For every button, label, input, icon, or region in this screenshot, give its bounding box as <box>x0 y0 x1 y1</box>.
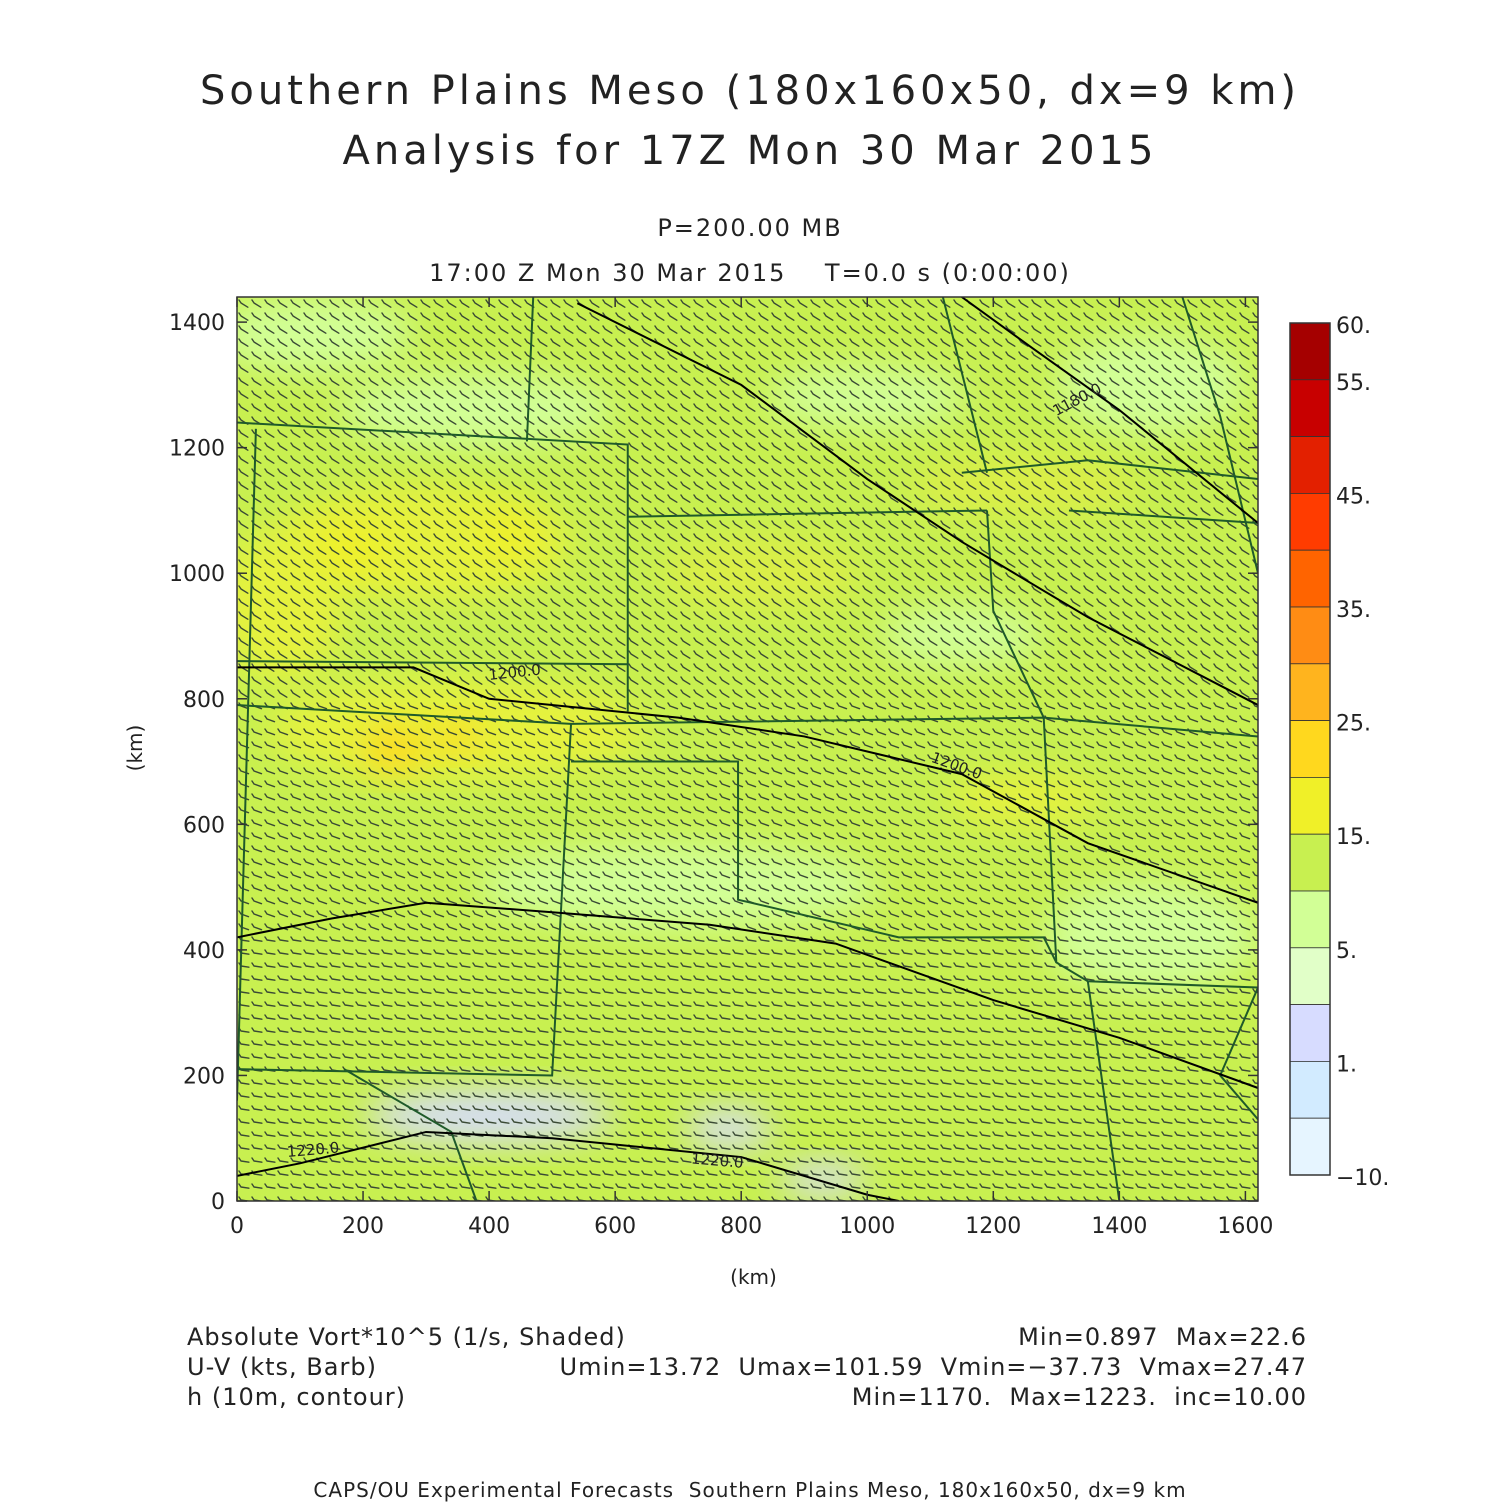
colorbar-swatch <box>1289 663 1331 721</box>
y-tick-label: 200 <box>183 1064 225 1089</box>
figure-title-line1: Southern Plains Meso (180x160x50, dx=9 k… <box>199 68 1301 114</box>
pressure-level: P=200.00 MB <box>657 214 843 242</box>
vorticity-region-17 <box>363 1091 616 1142</box>
vorticity-region-15 <box>482 510 534 561</box>
vorticity-region-5 <box>1043 880 1258 994</box>
colorbar-swatch <box>1289 436 1331 494</box>
vorticity-region-18 <box>684 1109 773 1148</box>
state-border-15 <box>1181 297 1258 574</box>
state-border-1 <box>525 297 535 442</box>
footer-credit: CAPS/OU Experimental Forecasts Southern … <box>313 1478 1187 1502</box>
state-border-0 <box>237 421 629 712</box>
state-border-3 <box>237 660 628 666</box>
y-axis-label: (km) <box>123 725 147 772</box>
colorbar-label: 45. <box>1336 484 1371 509</box>
height-contour-1190 <box>576 302 1258 706</box>
vorticity-region-1 <box>766 366 969 429</box>
vorticity-region-11 <box>911 453 1139 517</box>
x-tick-label: 600 <box>594 1214 636 1239</box>
vorticity-region-6 <box>337 372 616 448</box>
state-border-4 <box>237 704 1258 738</box>
x-tick-label: 1000 <box>839 1214 895 1239</box>
vorticity-region-12 <box>659 535 861 611</box>
vorticity-region-8 <box>237 529 345 680</box>
colorbar-swatch <box>1289 777 1331 835</box>
colorbar-swatch <box>1289 606 1331 665</box>
contour-label: 1220.0 <box>690 1149 744 1172</box>
colorbar-label: 1. <box>1336 1052 1357 1077</box>
state-border-9 <box>1042 717 1258 989</box>
colorbar-swatch <box>1289 379 1331 437</box>
state-border-14 <box>1068 509 1258 524</box>
colorbar-swatch <box>1289 549 1331 608</box>
legend-field-vorticity: Absolute Vort*10^5 (1/s, Shaded) <box>187 1323 626 1351</box>
legend-field-wind: U-V (kts, Barb) <box>187 1353 377 1381</box>
colorbar-swatch <box>1289 890 1331 949</box>
colorbar-label: 25. <box>1336 712 1371 737</box>
figure-title-line2: Analysis for 17Z Mon 30 Mar 2015 <box>342 128 1158 174</box>
x-axis-label: (km) <box>730 1265 777 1289</box>
contour-label: 1220.0 <box>286 1139 340 1162</box>
colorbar-swatch <box>1289 1061 1331 1119</box>
x-tick-label: 1200 <box>965 1214 1021 1239</box>
vorticity-region-4 <box>879 604 1044 668</box>
state-border-7 <box>237 428 257 1101</box>
x-tick-label: 800 <box>720 1214 762 1239</box>
colorbar-swatch <box>1289 322 1331 381</box>
colorbar-frame <box>1289 322 1331 1176</box>
contour-label: 1200.0 <box>488 661 542 684</box>
colorbar-label: 35. <box>1336 598 1371 623</box>
y-tick-label: 1000 <box>169 562 225 587</box>
x-tick-label: 200 <box>342 1214 384 1239</box>
legend-stats-height: Min=1170. Max=1223. inc=10.00 <box>851 1383 1307 1411</box>
state-border-13 <box>343 1068 478 1201</box>
colorbar-label: 55. <box>1336 371 1371 396</box>
vorticity-region-0 <box>237 297 414 373</box>
y-tick-label: 1200 <box>169 437 225 462</box>
y-tick-label: 1400 <box>169 311 225 336</box>
colorbar-swatch <box>1289 833 1331 892</box>
x-tick-label: 0 <box>230 1214 244 1239</box>
plot-frame <box>236 296 1259 1202</box>
y-tick-label: 800 <box>183 688 225 713</box>
state-border-10 <box>1086 981 1121 1201</box>
colorbar-swatch <box>1289 492 1331 551</box>
y-tick-label: 400 <box>183 939 225 964</box>
state-border-5 <box>237 723 573 1077</box>
colorbar-swatch <box>1289 1004 1331 1062</box>
colorbar-label: 15. <box>1336 825 1371 850</box>
height-contour-1180 <box>961 297 1258 524</box>
x-tick-label: 400 <box>468 1214 510 1239</box>
colorbar-label: −10. <box>1336 1166 1389 1191</box>
state-border-2 <box>627 509 988 518</box>
vorticity-region-13 <box>363 727 427 771</box>
state-boundaries <box>237 297 1258 1201</box>
y-tick-label: 600 <box>183 813 225 838</box>
colorbar-label: 60. <box>1336 314 1371 339</box>
colorbar-swatch <box>1289 720 1331 778</box>
height-contour-1210 <box>237 901 1258 1089</box>
legend-stats-vorticity: Min=0.897 Max=22.6 <box>1018 1323 1307 1351</box>
state-border-6 <box>571 760 1058 963</box>
y-tick-label: 0 <box>211 1190 225 1215</box>
legend-field-height: h (10m, contour) <box>187 1383 407 1411</box>
height-contour-1200 <box>237 666 1258 904</box>
state-border-12 <box>941 297 988 474</box>
colorbar-swatch <box>1289 947 1331 1005</box>
legend-stats-wind: Umin=13.72 Umax=101.59 Vmin=−37.73 Vmax=… <box>559 1353 1307 1381</box>
valid-time: 17:00 Z Mon 30 Mar 2015 T=0.0 s (0:00:00… <box>429 259 1071 287</box>
wind-barbs <box>238 299 1258 1201</box>
x-tick-label: 1600 <box>1217 1214 1273 1239</box>
x-tick-label: 1400 <box>1091 1214 1147 1239</box>
colorbar-label: 5. <box>1336 939 1357 964</box>
height-contours <box>237 297 1258 1201</box>
state-border-11 <box>985 510 1045 719</box>
state-border-16 <box>1219 987 1258 1121</box>
state-border-8 <box>961 459 1258 481</box>
colorbar-swatch <box>1289 1117 1331 1176</box>
